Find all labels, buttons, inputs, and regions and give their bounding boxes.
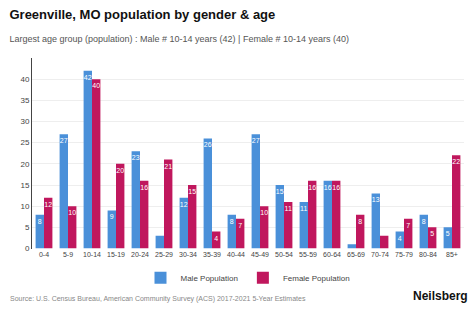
svg-text:Source: U.S. Census Bureau, Am: Source: U.S. Census Bureau, American Com… — [10, 295, 306, 303]
svg-text:0: 0 — [25, 244, 30, 253]
svg-text:9: 9 — [110, 213, 114, 220]
svg-text:60-64: 60-64 — [323, 251, 341, 258]
svg-text:16: 16 — [332, 184, 340, 191]
svg-text:13: 13 — [372, 196, 380, 203]
svg-text:20: 20 — [116, 167, 124, 174]
svg-text:40-44: 40-44 — [227, 251, 245, 258]
svg-text:16: 16 — [308, 184, 316, 191]
svg-text:42: 42 — [84, 74, 92, 81]
svg-text:25: 25 — [20, 138, 29, 147]
svg-text:35: 35 — [20, 96, 29, 105]
svg-text:0-4: 0-4 — [39, 251, 49, 258]
svg-text:7: 7 — [238, 222, 242, 229]
svg-text:12: 12 — [44, 201, 52, 208]
svg-text:15-19: 15-19 — [107, 251, 125, 258]
svg-text:12: 12 — [180, 201, 188, 208]
svg-text:22: 22 — [452, 158, 460, 165]
svg-text:8: 8 — [230, 218, 234, 225]
svg-text:26: 26 — [204, 141, 212, 148]
svg-text:80-84: 80-84 — [419, 251, 437, 258]
svg-text:70-74: 70-74 — [371, 251, 389, 258]
svg-text:85+: 85+ — [446, 251, 458, 258]
svg-text:30-34: 30-34 — [179, 251, 197, 258]
svg-text:15: 15 — [20, 181, 29, 190]
svg-text:45-49: 45-49 — [251, 251, 269, 258]
svg-text:30: 30 — [20, 117, 29, 126]
svg-text:8: 8 — [38, 218, 42, 225]
svg-text:15: 15 — [276, 188, 284, 195]
svg-text:5: 5 — [430, 230, 434, 237]
svg-text:40: 40 — [20, 75, 29, 84]
svg-text:Male Population: Male Population — [181, 274, 238, 283]
svg-text:11: 11 — [285, 205, 292, 212]
svg-text:20-24: 20-24 — [131, 251, 149, 258]
svg-text:10: 10 — [68, 209, 76, 216]
svg-text:10: 10 — [260, 209, 268, 216]
svg-text:5-9: 5-9 — [63, 251, 73, 258]
svg-text:75-79: 75-79 — [395, 251, 413, 258]
svg-text:10-14: 10-14 — [83, 251, 101, 258]
svg-text:50-54: 50-54 — [275, 251, 293, 258]
svg-text:4: 4 — [214, 235, 218, 242]
svg-text:16: 16 — [324, 184, 332, 191]
svg-text:35-39: 35-39 — [203, 251, 221, 258]
svg-text:15: 15 — [188, 188, 196, 195]
svg-text:Neilsberg: Neilsberg — [413, 289, 468, 303]
svg-text:55-59: 55-59 — [299, 251, 317, 258]
svg-text:65-69: 65-69 — [347, 251, 365, 258]
svg-text:7: 7 — [406, 222, 410, 229]
svg-text:27: 27 — [60, 137, 68, 144]
svg-text:16: 16 — [140, 184, 148, 191]
svg-text:8: 8 — [358, 218, 362, 225]
svg-text:5: 5 — [25, 223, 30, 232]
svg-text:10: 10 — [20, 202, 29, 211]
svg-text:20: 20 — [20, 160, 29, 169]
svg-text:8: 8 — [422, 218, 426, 225]
svg-text:Greenville, MO population by g: Greenville, MO population by gender & ag… — [9, 7, 275, 22]
svg-text:5: 5 — [446, 230, 450, 237]
svg-text:25-29: 25-29 — [155, 251, 173, 258]
svg-text:21: 21 — [164, 163, 172, 170]
svg-text:11: 11 — [300, 205, 307, 212]
svg-text:Female Population: Female Population — [283, 274, 350, 283]
svg-text:Largest age group (population): Largest age group (population) : Male # … — [9, 34, 349, 44]
svg-text:40: 40 — [92, 82, 100, 89]
svg-text:27: 27 — [252, 137, 260, 144]
svg-text:4: 4 — [398, 235, 402, 242]
svg-text:23: 23 — [132, 154, 140, 161]
